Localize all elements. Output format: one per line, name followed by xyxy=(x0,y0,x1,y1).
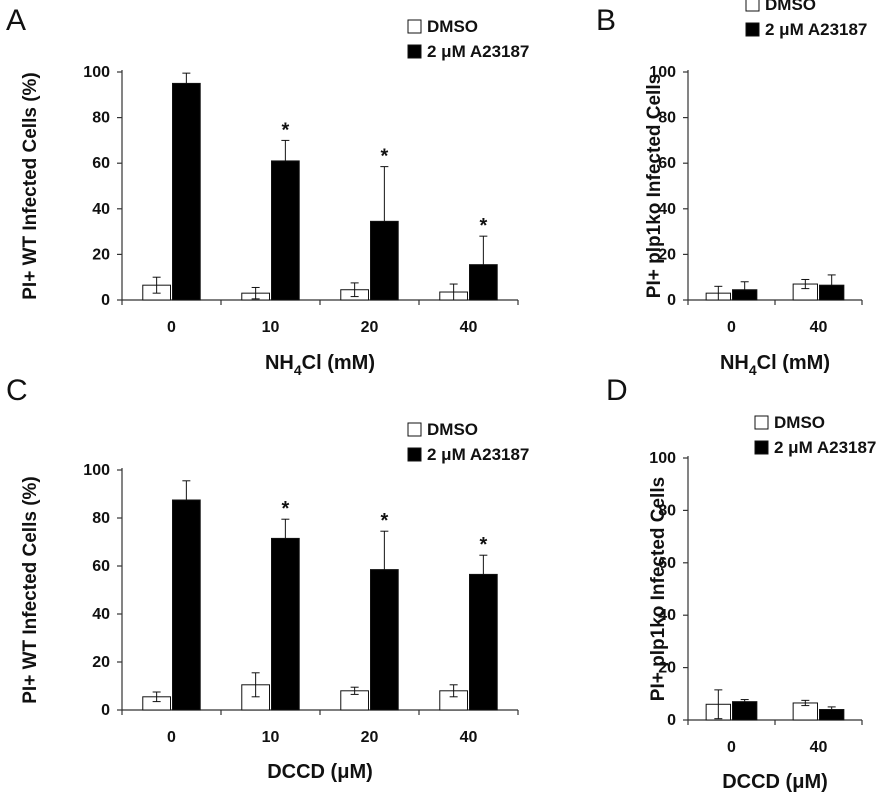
y-tick-label: 40 xyxy=(92,606,110,623)
y-tick-label: 40 xyxy=(658,607,676,624)
legend-label: DMSO xyxy=(427,420,478,439)
bar-a23187-0 xyxy=(732,289,758,301)
significance-marker: * xyxy=(380,510,388,532)
y-tick-label: 80 xyxy=(658,110,676,127)
y-tick-label: 60 xyxy=(92,155,110,172)
y-axis-label: PI+ plp1ko Infected Cells xyxy=(648,477,669,701)
y-tick-label: 0 xyxy=(667,712,676,729)
legend-swatch xyxy=(754,440,769,455)
y-tick-label: 20 xyxy=(92,654,110,671)
chart-panel-b: B 0 20 40 60 80 100 0 40 NH4Cl (mM) PI+ plp1ko Inf… xyxy=(596,0,867,378)
x-tick-label: 0 xyxy=(167,319,176,336)
bar-a23187-0 xyxy=(732,701,758,721)
y-tick-label: 60 xyxy=(658,155,676,172)
bar-a23187-20 xyxy=(370,569,399,711)
y-tick-label: 0 xyxy=(667,292,676,309)
y-axis-label: PI+ WT Infected Cells (%) xyxy=(20,476,41,704)
chart-panel-c: C 0 20 40 60 80 100 0 * 10 * 20 * 40 DCCD (μM) PI+ WT I… xyxy=(6,374,529,783)
chart-panel-d: D 0 20 40 60 80 100 0 40 DCCD (μM) PI+ plp1ko Infe… xyxy=(606,374,876,793)
significance-marker: * xyxy=(281,119,289,141)
x-tick-label: 40 xyxy=(460,729,478,746)
y-tick-label: 60 xyxy=(658,555,676,572)
chart-panel-a: A 0 20 40 60 80 100 0 * 10 * 20 * 40 NH4Cl (mM) PI+ WT … xyxy=(6,4,529,378)
significance-marker: * xyxy=(479,215,487,237)
legend-swatch xyxy=(745,0,760,12)
legend-label: 2 μM A23187 xyxy=(427,42,529,61)
significance-marker: * xyxy=(479,534,487,556)
y-tick-label: 20 xyxy=(658,660,676,677)
panel-label: C xyxy=(6,374,28,407)
y-tick-label: 100 xyxy=(649,64,676,81)
significance-marker: * xyxy=(380,146,388,168)
y-tick-label: 60 xyxy=(92,558,110,575)
bar-a23187-40 xyxy=(819,284,845,301)
y-tick-label: 20 xyxy=(92,246,110,263)
y-tick-label: 100 xyxy=(83,64,110,81)
legend-label: 2 μM A23187 xyxy=(774,438,876,457)
panel-label: B xyxy=(596,4,616,37)
y-tick-label: 100 xyxy=(649,450,676,467)
panel-label: A xyxy=(6,4,26,37)
y-tick-label: 40 xyxy=(92,201,110,218)
bar-a23187-10 xyxy=(271,160,300,301)
x-tick-label: 20 xyxy=(361,319,379,336)
x-axis-label: DCCD (μM) xyxy=(722,771,828,793)
x-tick-label: 40 xyxy=(460,319,478,336)
bar-dmso-10 xyxy=(241,684,270,711)
x-tick-label: 40 xyxy=(810,319,828,336)
y-tick-label: 0 xyxy=(101,702,110,719)
legend-swatch xyxy=(745,22,760,37)
legend-label: 2 μM A23187 xyxy=(427,445,529,464)
significance-marker: * xyxy=(281,498,289,520)
legend-label: DMSO xyxy=(774,413,825,432)
legend-swatch xyxy=(407,19,422,34)
legend-swatch xyxy=(407,44,422,59)
legend-label: DMSO xyxy=(427,17,478,36)
x-axis-label: NH4Cl (mM) xyxy=(720,352,830,378)
legend-label: DMSO xyxy=(765,0,816,14)
x-tick-label: 20 xyxy=(361,729,379,746)
x-axis-label: DCCD (μM) xyxy=(267,761,373,783)
y-tick-label: 80 xyxy=(92,110,110,127)
bar-a23187-20 xyxy=(370,220,399,301)
y-tick-label: 40 xyxy=(658,201,676,218)
bar-a23187-40 xyxy=(469,264,498,301)
bar-a23187-40 xyxy=(819,709,845,721)
x-tick-label: 40 xyxy=(810,739,828,756)
panel-label: D xyxy=(606,374,628,407)
y-tick-label: 80 xyxy=(92,510,110,527)
bar-a23187-10 xyxy=(271,537,300,711)
x-axis-label: NH4Cl (mM) xyxy=(265,352,375,378)
bar-a23187-40 xyxy=(469,573,498,711)
x-tick-label: 0 xyxy=(727,739,736,756)
x-tick-label: 0 xyxy=(167,729,176,746)
y-tick-label: 0 xyxy=(101,292,110,309)
bar-a23187-0 xyxy=(172,82,201,301)
y-axis-label: PI+ plp1ko Infected Cells xyxy=(644,74,665,298)
y-tick-label: 20 xyxy=(658,246,676,263)
x-tick-label: 10 xyxy=(262,729,280,746)
bar-a23187-0 xyxy=(172,499,201,711)
legend-swatch xyxy=(407,447,422,462)
legend-swatch xyxy=(407,422,422,437)
x-tick-label: 0 xyxy=(727,319,736,336)
y-axis-label: PI+ WT Infected Cells (%) xyxy=(20,72,41,300)
y-tick-label: 100 xyxy=(83,462,110,479)
legend-label: 2 μM A23187 xyxy=(765,20,867,39)
y-tick-label: 80 xyxy=(658,502,676,519)
legend-swatch xyxy=(754,415,769,430)
x-tick-label: 10 xyxy=(262,319,280,336)
